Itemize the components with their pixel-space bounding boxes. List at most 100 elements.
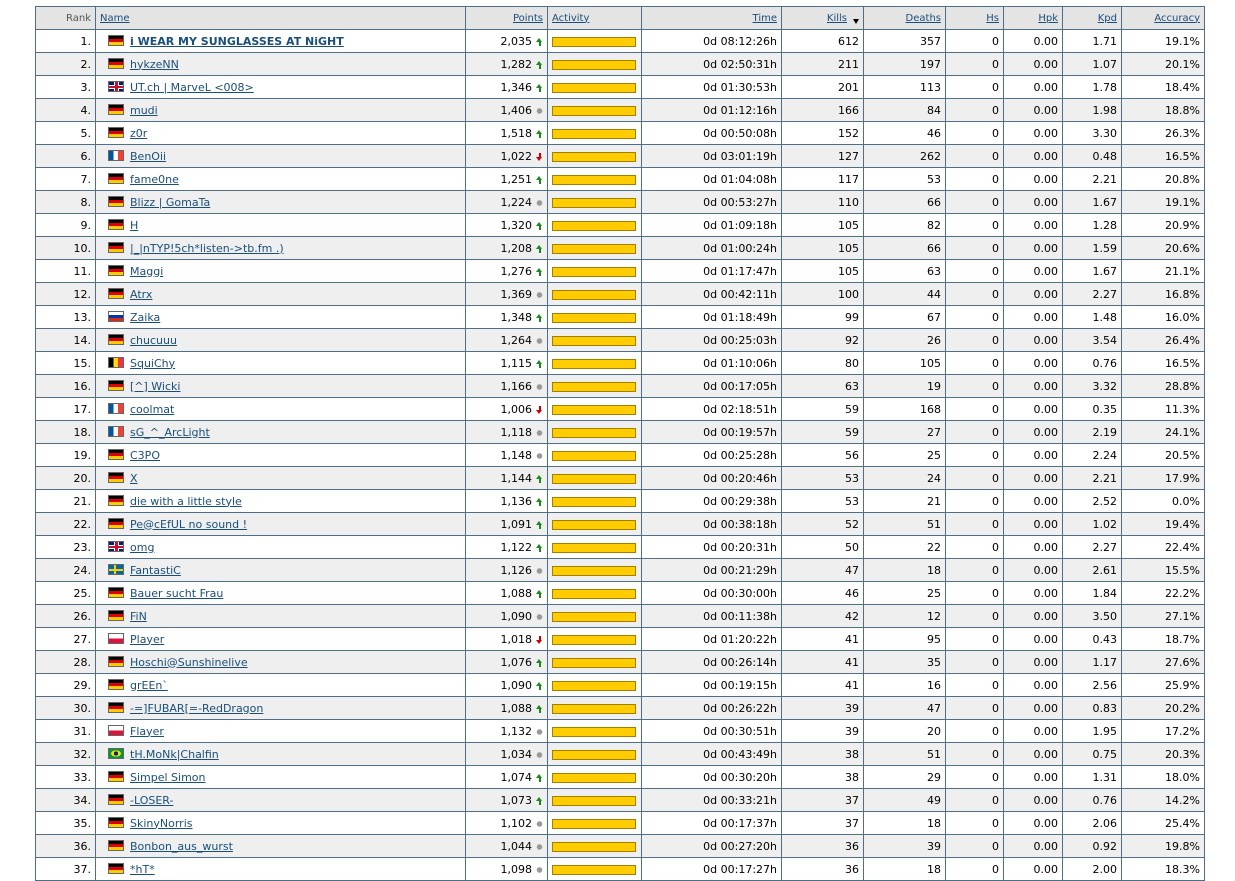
- trend-icon: [536, 290, 543, 299]
- player-link[interactable]: [^] Wicki: [130, 379, 181, 393]
- player-row: 19. C3PO 1,148 0d 00:25:28h 56 25 0 0.00 2.24 20.…: [35, 443, 1205, 467]
- header-link[interactable]: Kills: [826, 12, 847, 24]
- accuracy: 19.4%: [1165, 517, 1200, 531]
- kills: 37: [845, 793, 859, 807]
- column-header[interactable]: Accuracy: [1121, 6, 1205, 30]
- header-link[interactable]: Time: [752, 12, 777, 24]
- player-link[interactable]: Blizz | GomaTa: [130, 195, 211, 209]
- player-link[interactable]: Simpel Simon: [130, 770, 206, 784]
- kills: 105: [838, 264, 859, 278]
- activity-bar: [552, 565, 636, 576]
- flag: [108, 724, 124, 736]
- player-link[interactable]: FantastiC: [130, 563, 181, 577]
- kpd-cell: 1.67: [1062, 259, 1122, 283]
- accuracy: 24.1%: [1165, 425, 1200, 439]
- header-link[interactable]: Kpd: [1097, 12, 1117, 24]
- header-link[interactable]: Activity: [552, 12, 590, 24]
- column-header[interactable]: Hs: [945, 6, 1004, 30]
- column-header[interactable]: Time: [641, 6, 782, 30]
- kills: 127: [838, 149, 859, 163]
- accuracy-cell: 20.2%: [1121, 696, 1205, 720]
- player-link[interactable]: -=]FUBAR[=-RedDragon: [130, 701, 264, 715]
- header-link[interactable]: Hs: [986, 12, 999, 24]
- player-link[interactable]: BenOii: [130, 149, 167, 163]
- kills-cell: 211: [781, 52, 864, 76]
- player-link[interactable]: C3PO: [130, 448, 160, 462]
- kpd-cell: 2.21: [1062, 167, 1122, 191]
- accuracy-cell: 24.1%: [1121, 420, 1205, 444]
- player-link[interactable]: mudi: [130, 103, 158, 117]
- player-link[interactable]: -LOSER-: [130, 793, 174, 807]
- player-link[interactable]: X: [130, 471, 138, 485]
- player-link[interactable]: Bonbon_aus_wurst: [130, 839, 233, 853]
- accuracy: 26.3%: [1165, 126, 1200, 140]
- column-header[interactable]: Kills: [781, 6, 864, 30]
- activity-cell: [547, 282, 642, 306]
- points-cell: 1,144: [465, 466, 548, 490]
- flag: [108, 333, 124, 345]
- player-link[interactable]: Zaika: [130, 310, 161, 324]
- kills: 41: [845, 632, 859, 646]
- activity-bar: [552, 818, 636, 829]
- player-link[interactable]: Hoschi@Sunshinelive: [130, 655, 248, 669]
- player-link[interactable]: Bauer sucht Frau: [130, 586, 224, 600]
- kills: 47: [845, 563, 859, 577]
- player-link[interactable]: z0r: [130, 126, 148, 140]
- player-link[interactable]: Flayer: [130, 724, 164, 738]
- time: 0d 08:12:26h: [703, 34, 777, 48]
- player-link[interactable]: grEEn`: [130, 678, 168, 692]
- trend-icon: [536, 83, 543, 92]
- column-header[interactable]: Name: [95, 6, 466, 30]
- accuracy-cell: 18.7%: [1121, 627, 1205, 651]
- player-link[interactable]: Player: [130, 632, 165, 646]
- header-link[interactable]: Hpk: [1038, 12, 1058, 24]
- accuracy: 15.5%: [1165, 563, 1200, 577]
- player-row: 31. Flayer 1,132 0d 00:30:51h 39 20 0 0.00 1.95 1…: [35, 719, 1205, 743]
- player-link[interactable]: *hT*: [130, 862, 155, 876]
- time-cell: 0d 01:00:24h: [641, 236, 782, 260]
- player-link[interactable]: coolmat: [130, 402, 175, 416]
- name-cell: Maggi: [95, 259, 466, 283]
- player-link[interactable]: fame0ne: [130, 172, 179, 186]
- column-header[interactable]: Points: [465, 6, 548, 30]
- headshots-cell: 0: [945, 167, 1004, 191]
- deaths-cell: 49: [863, 788, 946, 812]
- player-link[interactable]: SquiChy: [130, 356, 176, 370]
- player-link[interactable]: omg: [130, 540, 155, 554]
- accuracy-cell: 25.4%: [1121, 811, 1205, 835]
- activity-bar: [552, 634, 636, 645]
- accuracy-cell: 14.2%: [1121, 788, 1205, 812]
- time: 0d 01:04:08h: [703, 172, 777, 186]
- hpk: 0.00: [1033, 540, 1059, 554]
- kpd: 0.76: [1092, 356, 1118, 370]
- player-link[interactable]: FiN: [130, 609, 147, 623]
- accuracy: 11.3%: [1165, 402, 1200, 416]
- column-header[interactable]: Deaths: [863, 6, 946, 30]
- activity-bar: [552, 289, 636, 300]
- header-link[interactable]: Points: [512, 12, 543, 24]
- header-link[interactable]: Name: [100, 12, 130, 24]
- player-link[interactable]: UT.ch | MarveL <008>: [130, 80, 254, 94]
- player-link[interactable]: H: [130, 218, 139, 232]
- header-link[interactable]: Accuracy: [1154, 12, 1200, 24]
- column-header[interactable]: Activity: [547, 6, 642, 30]
- player-link[interactable]: Atrx: [130, 287, 153, 301]
- player-link[interactable]: Pe@cEfUL no sound !: [130, 517, 248, 531]
- points-cell: 1,276: [465, 259, 548, 283]
- player-link[interactable]: |_|nTYP!5ch*listen->tb.fm .): [130, 241, 284, 255]
- player-link[interactable]: SkinyNorris: [130, 816, 193, 830]
- player-link[interactable]: Maggi: [130, 264, 164, 278]
- header-link[interactable]: Deaths: [905, 12, 941, 24]
- player-link[interactable]: tH.MoNk|Chalfin: [130, 747, 219, 761]
- player-link[interactable]: i WEAR MY SUNGLASSES AT NiGHT: [130, 34, 344, 48]
- player-link[interactable]: hykzeNN: [130, 57, 179, 71]
- points-cell: 1,022: [465, 144, 548, 168]
- player-link[interactable]: chucuuu: [130, 333, 177, 347]
- column-header[interactable]: Hpk: [1003, 6, 1063, 30]
- player-link[interactable]: die with a little style: [130, 494, 242, 508]
- accuracy-cell: 20.1%: [1121, 52, 1205, 76]
- player-link[interactable]: sG_^_ArcLight: [130, 425, 210, 439]
- deaths: 53: [927, 172, 941, 186]
- player-row: 9. H 1,320 0d 01:09:18h 105 82 0 0.00 1.28 20.9%: [35, 213, 1205, 237]
- column-header[interactable]: Kpd: [1062, 6, 1122, 30]
